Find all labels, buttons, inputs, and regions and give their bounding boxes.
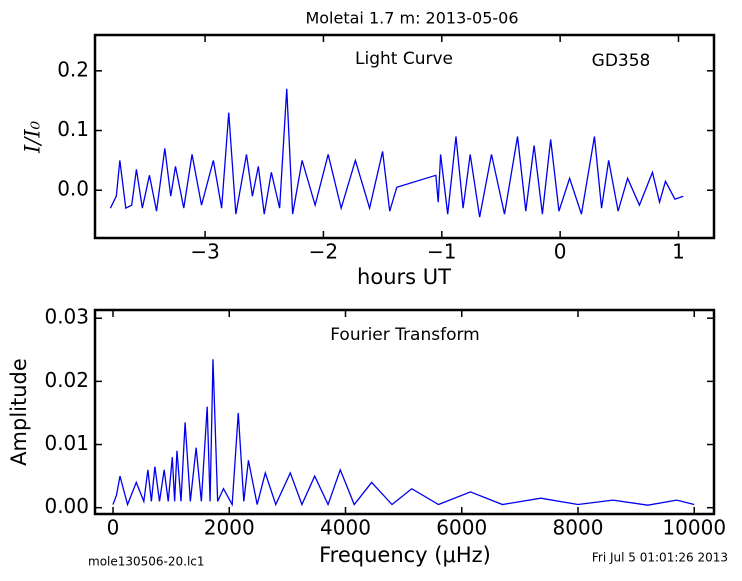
y-tick-label: 0.03 xyxy=(44,305,89,329)
x-tick-label: 6000 xyxy=(436,516,487,540)
y-tick-label: 0.00 xyxy=(44,494,89,518)
annotation: GD358 xyxy=(592,51,651,71)
plot-frame xyxy=(93,33,716,240)
y-axis-label: Amplitude xyxy=(7,358,31,466)
x-tick-label: 10000 xyxy=(662,516,726,540)
y-tick-label: 0.2 xyxy=(57,57,89,81)
y-tick-label: 0.01 xyxy=(44,431,89,455)
x-tick-label: 4000 xyxy=(320,516,371,540)
y-tick-label: 0.02 xyxy=(44,368,89,392)
x-tick-label: 1 xyxy=(672,240,685,264)
annotation: Light Curve xyxy=(355,49,453,69)
x-tick-label: −2 xyxy=(309,240,338,264)
chart-title: Moletai 1.7 m: 2013-05-06 xyxy=(305,9,518,28)
x-tick-label: 8000 xyxy=(553,516,604,540)
x-axis-label: Frequency (μHz) xyxy=(319,543,491,567)
data-line xyxy=(112,359,695,507)
footer-left: mole130506-20.lc1 xyxy=(88,555,205,569)
data-line xyxy=(109,88,684,218)
x-axis-label: hours UT xyxy=(357,265,451,289)
x-tick-label: 0 xyxy=(554,240,567,264)
footer-right: Fri Jul 5 01:01:26 2013 xyxy=(592,551,728,565)
y-axis-label: I/I₀ xyxy=(21,120,45,154)
subplot-title: Fourier Transform xyxy=(330,325,479,345)
x-tick-label: 0 xyxy=(107,516,120,540)
x-tick-label: −3 xyxy=(190,240,219,264)
x-tick-label: −1 xyxy=(427,240,456,264)
x-tick-label: 2000 xyxy=(204,516,255,540)
plot-frame xyxy=(93,308,716,516)
y-tick-label: 0.1 xyxy=(57,117,89,141)
y-tick-label: 0.0 xyxy=(57,177,89,201)
